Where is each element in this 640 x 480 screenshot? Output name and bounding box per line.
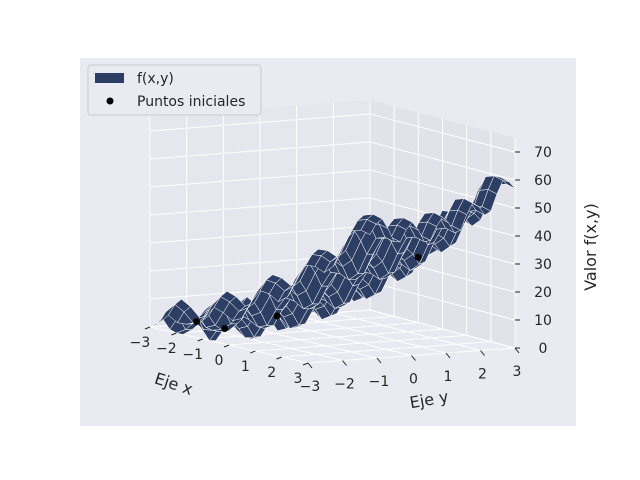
legend-box <box>87 64 262 116</box>
y-tick-label: −3 <box>300 379 321 395</box>
x-tick-label: −2 <box>156 341 177 357</box>
y-tick-mark <box>376 357 382 364</box>
y-tick-mark <box>411 355 416 361</box>
initial-point <box>273 312 281 320</box>
x-tick-mark <box>223 344 230 348</box>
x-tick-label: 2 <box>267 365 276 381</box>
wall-grid-z <box>149 141 371 160</box>
z-tick-label: 40 <box>534 229 552 245</box>
x-tick-mark <box>171 332 177 336</box>
floor-grid-y <box>296 315 447 354</box>
wall-grid-z <box>149 225 371 244</box>
legend-surface-label: f(x,y) <box>137 71 174 87</box>
x-tick-label: 1 <box>241 359 250 375</box>
initial-point <box>193 317 201 325</box>
z-tick-label: 0 <box>539 341 548 357</box>
legend-points-marker <box>106 97 114 105</box>
y-tick-label: 3 <box>513 364 522 380</box>
y-tick-mark <box>307 362 313 369</box>
z-tick-label: 70 <box>534 145 552 161</box>
z-tick-label: 10 <box>534 313 552 329</box>
y-tick-mark <box>445 352 451 359</box>
x-tick-label: 3 <box>294 371 303 387</box>
x-tick-mark <box>144 326 151 330</box>
floor-grid-y <box>333 312 481 351</box>
y-tick-label: −2 <box>334 377 355 393</box>
legend: f(x,y) Puntos iniciales <box>87 64 262 116</box>
wall-grid-z <box>149 197 371 216</box>
wall-grid-z <box>369 113 516 153</box>
x-tick-label: −1 <box>182 347 203 363</box>
z-tick-label: 30 <box>534 257 552 273</box>
x-tick-mark <box>197 338 203 342</box>
x-tick-label: −3 <box>130 335 151 351</box>
x-tick-mark <box>276 356 282 360</box>
initial-points <box>193 253 422 333</box>
wall-grid-z <box>149 113 371 132</box>
y-tick-label: 2 <box>478 367 487 383</box>
z-tick-label: 60 <box>534 173 552 189</box>
surface-face <box>360 219 377 235</box>
y-tick-label: 1 <box>444 369 453 385</box>
wall-grid-z <box>369 141 516 181</box>
y-tick-mark <box>480 350 485 356</box>
wall-grid-z <box>149 169 371 188</box>
x-tick-label: 0 <box>215 353 224 369</box>
z-axis-label: Valor f(x,y) <box>581 203 600 291</box>
y-tick-label: −1 <box>369 374 390 390</box>
y-tick-mark <box>514 347 520 354</box>
y-tick-label: 0 <box>409 372 418 388</box>
surface-mesh <box>149 175 516 341</box>
initial-point <box>414 253 422 261</box>
initial-point <box>221 325 229 333</box>
legend-surface-swatch <box>95 73 124 83</box>
wall-grid-z <box>369 309 516 349</box>
x-tick-mark <box>250 350 256 354</box>
x-tick-mark <box>302 362 309 366</box>
wall-grid-z <box>369 281 516 321</box>
z-tick-label: 50 <box>534 201 552 217</box>
legend-points-label: Puntos iniciales <box>137 94 245 110</box>
z-tick-label: 20 <box>534 285 552 301</box>
y-tick-mark <box>342 360 347 366</box>
